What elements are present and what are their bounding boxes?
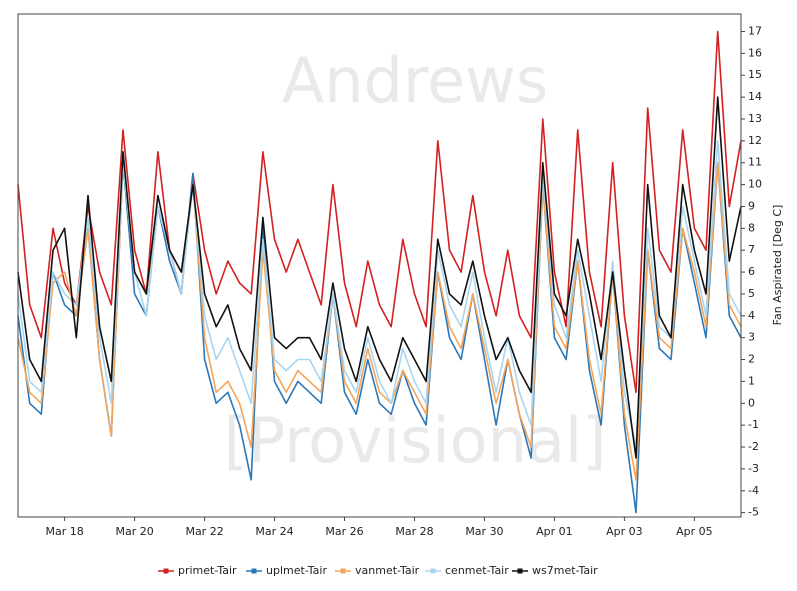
legend-marker xyxy=(430,568,436,574)
legend-label: primet-Tair xyxy=(178,564,237,577)
x-tick-label: Mar 30 xyxy=(465,525,503,538)
series-line xyxy=(17,140,742,448)
y-tick-label: 3 xyxy=(748,331,755,344)
y-tick-label: 4 xyxy=(748,309,755,322)
legend-label: vanmet-Tair xyxy=(355,564,420,577)
y-tick-label: -4 xyxy=(748,484,759,497)
legend-marker xyxy=(340,568,346,574)
x-tick-label: Mar 28 xyxy=(395,525,433,538)
y-tick-label: 6 xyxy=(748,265,755,278)
y-tick-label: 2 xyxy=(748,353,755,366)
y-tick-label: 9 xyxy=(748,199,755,212)
series-line xyxy=(17,96,742,459)
legend-label: cenmet-Tair xyxy=(445,564,509,577)
watermark: [Provisional] xyxy=(224,404,607,477)
y-tick-label: 17 xyxy=(748,24,762,37)
legend-label: uplmet-Tair xyxy=(266,564,327,577)
plot-area xyxy=(17,30,742,514)
y-tick-label: -3 xyxy=(748,462,759,475)
y-tick-label: 12 xyxy=(748,134,762,147)
x-tick-label: Apr 03 xyxy=(606,525,643,538)
watermark: Andrews xyxy=(282,44,548,117)
legend-marker xyxy=(517,568,523,574)
y-tick-label: -5 xyxy=(748,506,759,519)
y-tick-label: 0 xyxy=(748,396,755,409)
legend-marker xyxy=(251,568,257,574)
y-tick-label: 10 xyxy=(748,178,762,191)
y-tick-label: -2 xyxy=(748,440,759,453)
y-tick-label: 14 xyxy=(748,90,762,103)
x-tick-label: Mar 24 xyxy=(255,525,293,538)
y-tick-label: 8 xyxy=(748,221,755,234)
x-tick-label: Mar 22 xyxy=(185,525,223,538)
x-tick-label: Mar 26 xyxy=(325,525,363,538)
legend-label: ws7met-Tair xyxy=(532,564,598,577)
y-tick-label: 5 xyxy=(748,287,755,300)
y-tick-label: 11 xyxy=(748,156,762,169)
x-tick-label: Apr 01 xyxy=(536,525,573,538)
x-tick-label: Mar 18 xyxy=(46,525,84,538)
x-tick-label: Apr 05 xyxy=(676,525,713,538)
y-tick-label: 15 xyxy=(748,68,762,81)
y-tick-label: -1 xyxy=(748,418,759,431)
series-line xyxy=(17,30,742,394)
y-tick-label: 7 xyxy=(748,243,755,256)
y-tick-label: 13 xyxy=(748,112,762,125)
x-tick-label: Mar 20 xyxy=(115,525,153,538)
y-tick-label: 1 xyxy=(748,374,755,387)
y-tick-label: 16 xyxy=(748,46,762,59)
plot-frame xyxy=(17,13,742,518)
y-axis-label: Fan Aspirated [Deg C] xyxy=(771,205,784,326)
legend-marker xyxy=(163,568,169,574)
